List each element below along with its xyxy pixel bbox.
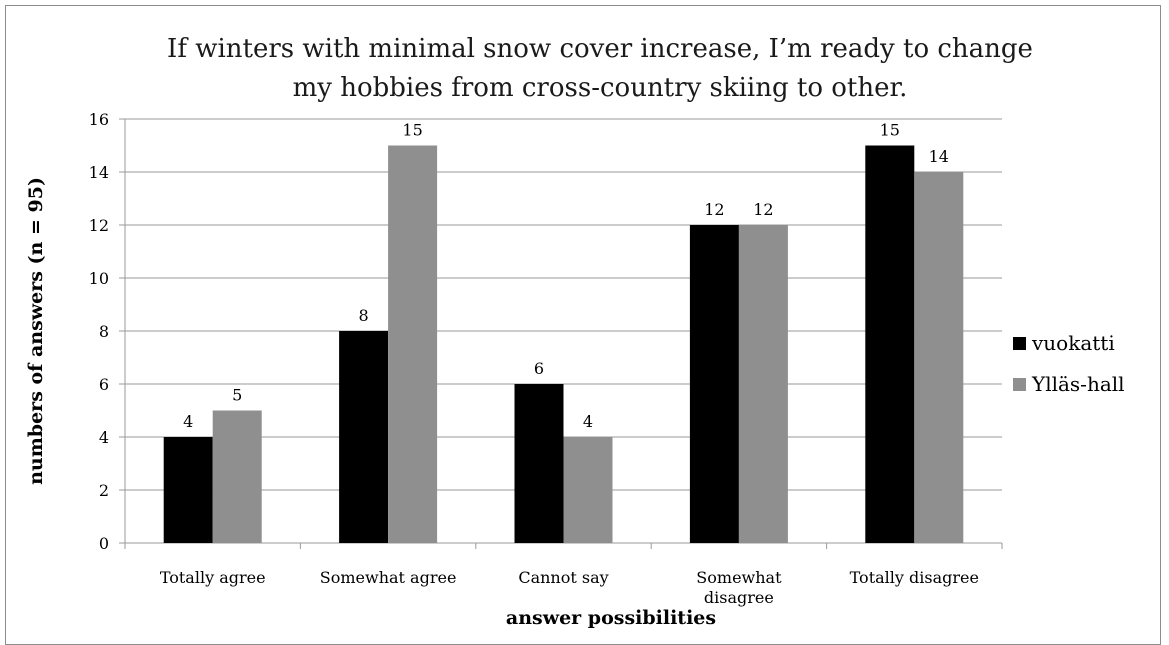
gridlines: [125, 118, 1002, 491]
legend-swatch: [1013, 378, 1026, 391]
bar-yll-s-hall: [914, 172, 964, 543]
data-label: 4: [183, 412, 193, 431]
y-tick-label: 10: [89, 269, 109, 288]
category-labels: Totally agree Somewhat agree Cannot say Som…: [160, 568, 979, 607]
bar-yll-s-hall: [738, 225, 788, 543]
chart-title-line: If winters with minimal snow cover incre…: [167, 34, 1033, 64]
y-tick-label: 4: [99, 428, 109, 447]
data-label: 15: [880, 121, 900, 140]
data-label: 5: [232, 386, 242, 405]
data-label: 8: [359, 306, 369, 325]
legend-swatch: [1013, 337, 1026, 350]
y-axis-title: numbers of answers (n = 95): [25, 177, 47, 485]
bar-chart: If winters with minimal snow cover incre…: [25, 34, 1125, 628]
legend-label: vuokatti: [1031, 331, 1115, 355]
bar-yll-s-hall: [388, 145, 438, 543]
y-tick-label: 2: [99, 481, 109, 500]
bar-yll-s-hall: [563, 437, 613, 543]
data-label: 12: [704, 200, 724, 219]
y-tick-label: 6: [99, 375, 109, 394]
bars: [163, 145, 964, 543]
bar-vuokatti: [339, 331, 389, 543]
data-labels: 4 5 8 15 6 4 12 12 15 14: [183, 121, 949, 432]
data-label: 4: [583, 412, 593, 431]
x-axis-title: answer possibilities: [506, 607, 716, 628]
x-category-label: Totally agree: [160, 568, 266, 587]
y-tick-label: 12: [89, 216, 109, 235]
chart-title-line: my hobbies from cross-country skiing to …: [293, 73, 908, 103]
y-tick-label: 16: [89, 110, 109, 129]
chart-title: If winters with minimal snow cover incre…: [167, 34, 1033, 103]
data-label: 15: [402, 121, 422, 140]
data-label: 12: [753, 200, 773, 219]
x-category-label: Somewhat: [696, 568, 782, 587]
y-tick-label: 8: [99, 322, 109, 341]
legend-label: Ylläs-hall: [1031, 372, 1125, 396]
bar-vuokatti: [163, 437, 213, 543]
legend: vuokatti Ylläs-hall: [1013, 331, 1125, 396]
y-tick-label: 0: [99, 534, 109, 553]
x-category-label: Somewhat agree: [320, 568, 457, 587]
data-label: 6: [534, 359, 544, 378]
x-category-label: Totally disagree: [850, 568, 979, 587]
axes: 0 2 4 6 8 10 12 14 16: [89, 110, 1003, 553]
bar-vuokatti: [514, 384, 564, 543]
x-category-label: Cannot say: [518, 568, 608, 587]
bar-vuokatti: [689, 225, 739, 543]
bar-yll-s-hall: [212, 410, 262, 543]
y-tick-label: 14: [89, 163, 109, 182]
bar-vuokatti: [865, 145, 915, 543]
data-label: 14: [929, 147, 949, 166]
x-category-label: disagree: [704, 588, 774, 607]
